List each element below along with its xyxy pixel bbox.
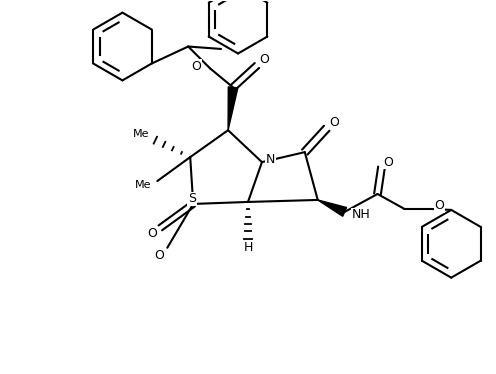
Text: Me: Me	[135, 180, 151, 190]
Text: O: O	[154, 249, 164, 262]
Text: S: S	[188, 193, 196, 205]
Polygon shape	[228, 87, 238, 130]
Text: NH: NH	[352, 208, 371, 221]
Text: Me: Me	[133, 129, 149, 139]
Text: O: O	[259, 53, 269, 66]
Text: H: H	[244, 241, 252, 254]
Text: N: N	[266, 153, 276, 166]
Text: O: O	[147, 227, 157, 240]
Text: O: O	[330, 116, 340, 129]
Polygon shape	[318, 200, 347, 216]
Text: O: O	[383, 156, 393, 169]
Text: O: O	[191, 60, 201, 73]
Text: O: O	[434, 199, 444, 212]
